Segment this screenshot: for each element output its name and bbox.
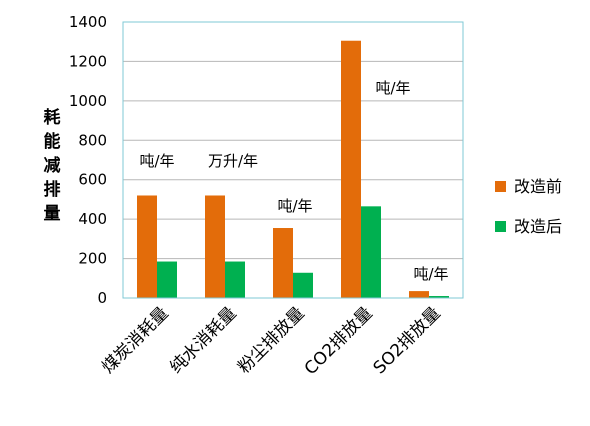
bar-after (225, 261, 245, 298)
unit-label: 吨/年 (375, 79, 410, 97)
unit-label: 吨/年 (277, 197, 312, 215)
unit-labels: 吨/年 万升/年吨/年吨/年吨/年 (139, 79, 448, 283)
bar-before (137, 195, 157, 298)
y-tick-label: 800 (78, 131, 107, 149)
category-label: CO2排放量 (301, 303, 377, 379)
unit-label: 吨/年 (139, 152, 174, 170)
y-tick-label: 200 (78, 250, 107, 268)
bar-before (341, 40, 361, 298)
bars (137, 40, 449, 298)
y-tick-label: 400 (78, 210, 107, 228)
unit-label: 吨/年 (413, 265, 448, 283)
y-tick-label: 0 (97, 289, 107, 307)
bar-before (409, 291, 429, 298)
category-label: 煤炭消耗量 (98, 303, 172, 377)
legend-label: 改造前 (514, 177, 562, 196)
bar-after (293, 272, 313, 298)
bar-after (157, 261, 177, 298)
y-tick-label: 1000 (69, 92, 107, 110)
y-tick-label: 600 (78, 171, 107, 189)
bar-after (361, 206, 381, 298)
category-label: 粉尘排放量 (234, 303, 308, 377)
legend-label: 改造后 (514, 217, 562, 236)
bar-after (429, 296, 449, 298)
bar-before (273, 228, 293, 298)
unit-label: 万升/年 (208, 152, 258, 170)
y-tick-label: 1400 (69, 13, 107, 31)
y-axis-title: 耗能减排量 (44, 107, 61, 224)
y-tick-label: 1200 (69, 52, 107, 70)
y-axis-ticks: 0 200 400 600 800 1000 1200 1400 (69, 13, 107, 307)
bar-before (205, 195, 225, 298)
gridlines (123, 60, 463, 260)
category-label: SO2排放量 (370, 303, 445, 378)
y-axis-label: 耗能减排量 (44, 107, 61, 224)
plot-border (122, 21, 464, 299)
category-label: 纯水消耗量 (166, 303, 240, 377)
legend-swatch (495, 221, 506, 232)
legend-swatch (495, 181, 506, 192)
